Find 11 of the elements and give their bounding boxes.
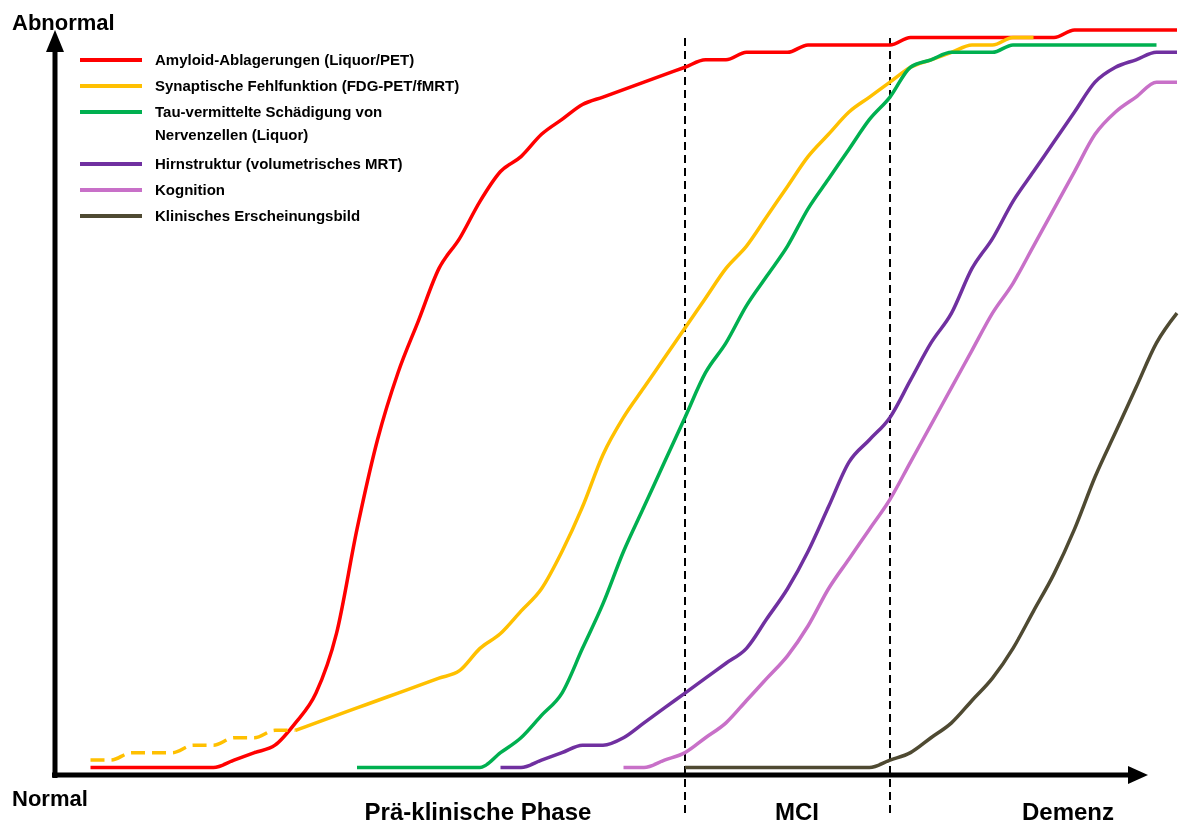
text: Prä-klinische Phase	[364, 798, 592, 825]
text: Demenz	[1021, 798, 1115, 825]
legend-label: Kognition	[155, 181, 225, 198]
legend-label: Tau-vermittelte Schädigung von Nervenzellen (Liquor)	[155, 103, 383, 143]
legend-label: Synaptische Fehlfunktion (FDG-PET/fMRT)	[155, 77, 460, 94]
legend-label: Hirnstruktur (volumetrisches MRT)	[155, 155, 403, 172]
text: MCI	[775, 798, 819, 825]
annotation: Abnormal	[12, 10, 115, 35]
legend-label: Klinisches Erscheinungsbild	[155, 207, 361, 224]
legend-label: Amyloid-Ablagerungen (Liquor/PET)	[155, 51, 415, 68]
text: Normal	[12, 786, 88, 811]
